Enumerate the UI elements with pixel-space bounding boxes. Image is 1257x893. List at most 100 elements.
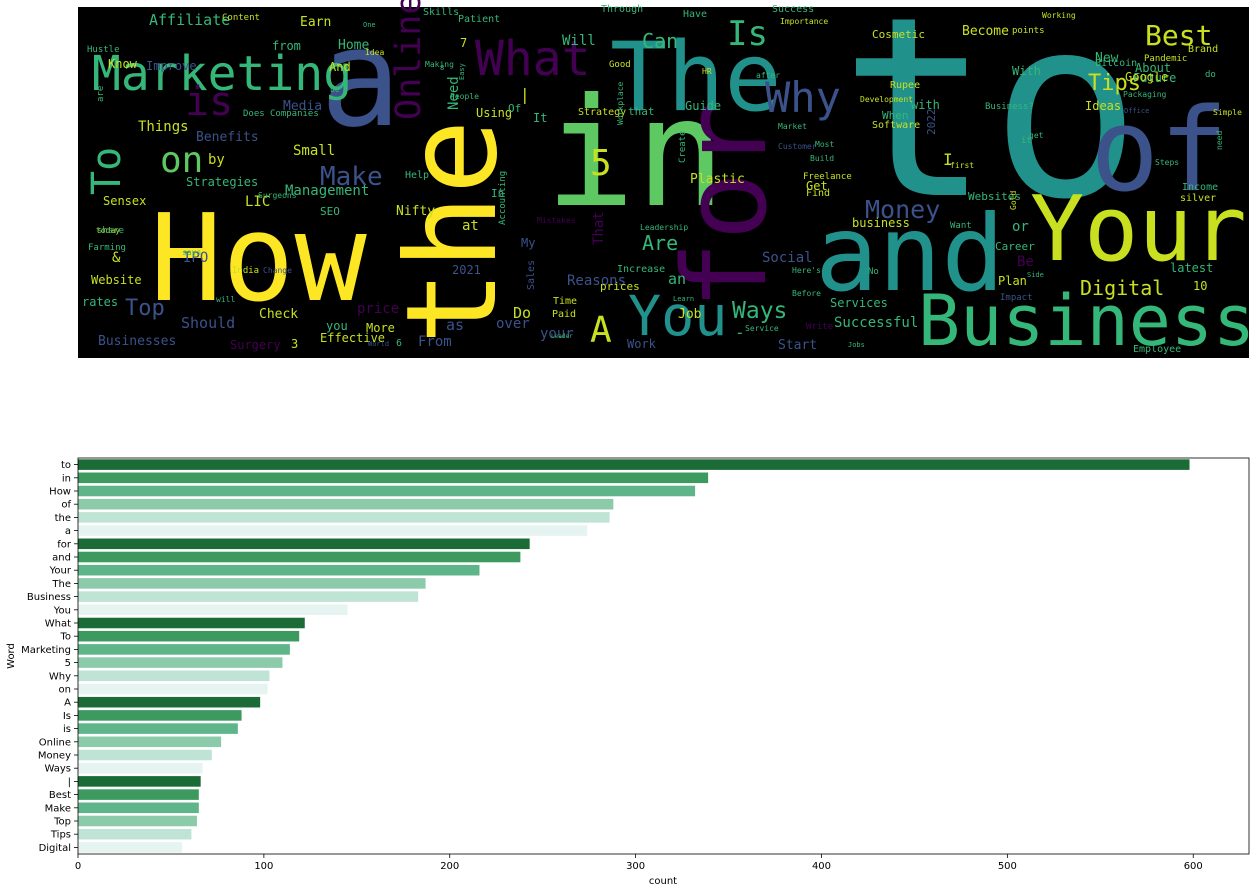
cloud-word: Social bbox=[762, 250, 813, 266]
cloud-word: Digital bbox=[1080, 276, 1164, 300]
bar bbox=[78, 459, 1190, 470]
y-tick-label: Make bbox=[45, 803, 71, 814]
cloud-word: Career bbox=[995, 240, 1035, 253]
cloud-word: Of bbox=[508, 102, 521, 115]
cloud-word: it bbox=[1021, 136, 1032, 146]
bar bbox=[78, 802, 199, 814]
cloud-word: a bbox=[320, 0, 401, 157]
y-tick-label: You bbox=[53, 605, 71, 616]
cloud-word: from bbox=[272, 39, 301, 53]
bar bbox=[78, 525, 588, 536]
x-axis-label: count bbox=[649, 876, 677, 887]
cloud-word: World bbox=[368, 340, 389, 348]
cloud-word: over bbox=[496, 316, 530, 332]
cloud-word: And bbox=[329, 60, 351, 74]
cloud-word: Employee bbox=[1133, 344, 1181, 355]
cloud-word: Have bbox=[683, 9, 707, 20]
cloud-word: after bbox=[756, 71, 780, 80]
cloud-word: Paid bbox=[552, 309, 576, 320]
cloud-word: - bbox=[735, 323, 745, 342]
y-tick-label: Tips bbox=[50, 830, 71, 841]
cloud-word: Pandemic bbox=[1144, 54, 1187, 64]
cloud-word: Gold bbox=[1009, 191, 1018, 210]
cloud-word: Do bbox=[513, 304, 531, 322]
cloud-word: Affiliate bbox=[149, 11, 230, 29]
y-tick-labels: to in How of the a for and Your The Business You Wha… bbox=[21, 460, 78, 854]
bar bbox=[78, 670, 270, 682]
cloud-word: What bbox=[475, 31, 591, 87]
cloud-word: Are bbox=[642, 231, 678, 255]
y-tick-label: Marketing bbox=[21, 645, 71, 656]
cloud-word: Services bbox=[830, 296, 888, 310]
cloud-word: Software bbox=[872, 120, 920, 131]
cloud-word: Your bbox=[1030, 177, 1247, 282]
cloud-word: You bbox=[628, 284, 727, 348]
plot-frame bbox=[77, 457, 1250, 855]
cloud-word: Know bbox=[108, 57, 138, 71]
y-tick-label: and bbox=[52, 553, 71, 564]
cloud-word: Patient bbox=[458, 14, 500, 25]
cloud-word: Does bbox=[243, 109, 265, 119]
y-tick-label: To bbox=[59, 632, 71, 643]
cloud-word: Is bbox=[727, 14, 768, 54]
cloud-word: I bbox=[943, 150, 953, 169]
bar bbox=[78, 789, 199, 800]
bar bbox=[78, 644, 290, 655]
bar bbox=[78, 617, 305, 629]
cloud-word: Jobs bbox=[848, 341, 865, 349]
cloud-word: Reasons bbox=[567, 273, 626, 289]
x-tick-label: 0 bbox=[75, 861, 81, 872]
bar bbox=[78, 723, 238, 734]
y-tick-label: Ways bbox=[44, 764, 71, 775]
bar bbox=[78, 485, 696, 497]
y-tick-label: Why bbox=[49, 671, 71, 682]
bar bbox=[78, 564, 480, 576]
cloud-word: Need bbox=[446, 76, 462, 110]
cloud-word: Idea bbox=[365, 48, 384, 57]
bar bbox=[78, 776, 201, 787]
cloud-word: 8 bbox=[440, 64, 444, 72]
word-cloud-background bbox=[78, 7, 1249, 358]
cloud-word: Bitcoin bbox=[1095, 58, 1137, 69]
cloud-word: Future bbox=[1133, 71, 1176, 85]
y-tick-label: How bbox=[49, 487, 71, 498]
cloud-word: Business? bbox=[985, 102, 1034, 112]
cloud-word: No bbox=[868, 267, 879, 277]
y-tick-label: in bbox=[62, 473, 71, 484]
cloud-word: With bbox=[1012, 64, 1041, 78]
cloud-word: an bbox=[668, 270, 686, 288]
cloud-word: Write bbox=[806, 322, 833, 332]
bar bbox=[78, 683, 268, 695]
cloud-word: Service bbox=[745, 324, 779, 333]
cloud-word: points bbox=[1012, 26, 1045, 36]
y-tick-label: Online bbox=[39, 737, 71, 748]
cloud-word: Why bbox=[765, 73, 841, 122]
cloud-word: first bbox=[950, 161, 974, 170]
cloud-word: Good bbox=[609, 60, 631, 70]
cloud-word: Be bbox=[1017, 254, 1034, 270]
bar bbox=[78, 604, 348, 616]
cloud-word: Find bbox=[806, 188, 830, 199]
cloud-word: Start bbox=[778, 338, 817, 353]
cloud-word: New bbox=[1095, 51, 1119, 66]
bar bbox=[78, 630, 300, 642]
cloud-word: A bbox=[590, 310, 612, 351]
cloud-word: Small bbox=[293, 143, 335, 159]
cloud-word: get bbox=[1029, 131, 1044, 140]
cloud-word: Office bbox=[1124, 107, 1149, 115]
y-tick-label: Your bbox=[49, 566, 72, 577]
cloud-word: Rupee bbox=[890, 80, 920, 91]
cloud-word: Create bbox=[678, 130, 688, 163]
cloud-word: Hustle bbox=[87, 45, 120, 55]
cloud-word: Earn bbox=[300, 15, 331, 30]
bar bbox=[78, 498, 614, 510]
cloud-word: will bbox=[216, 295, 235, 304]
cloud-word: Help bbox=[405, 170, 429, 181]
cloud-word: Online bbox=[389, 0, 429, 120]
cloud-word: | bbox=[520, 85, 530, 104]
cloud-word: Working bbox=[1042, 11, 1076, 20]
bar bbox=[78, 472, 709, 484]
cloud-word: on bbox=[160, 140, 203, 181]
